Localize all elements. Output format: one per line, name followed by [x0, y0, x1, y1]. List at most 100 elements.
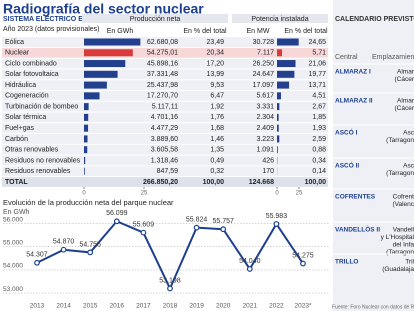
prod-pct: 0,32: [210, 168, 224, 175]
row-bg: [2, 101, 328, 112]
row-name: Carbón: [5, 136, 28, 143]
pot-pct: 13,71: [308, 82, 326, 89]
point: [113, 218, 120, 225]
plant-name: COFRENTES: [335, 194, 376, 201]
pot-bar: [277, 38, 299, 46]
point: [220, 226, 227, 233]
total-cell: TOTAL: [5, 179, 28, 186]
row-bg: [2, 80, 328, 90]
pot-bar: [277, 124, 279, 132]
value-label: 55.983: [266, 213, 288, 220]
total-bg: [2, 177, 328, 187]
bar-axis-label: 0: [275, 191, 279, 197]
prod-bar: [84, 81, 107, 89]
value-label: 55.609: [133, 221, 155, 228]
row-bg: [2, 90, 328, 101]
prod-value: 37.331,48: [147, 71, 178, 78]
point: [140, 229, 147, 236]
y-tick-label: 56.000: [3, 216, 23, 223]
pot-pct: 4,51: [312, 93, 326, 100]
pot-bar: [277, 146, 278, 154]
bar-axis-label: 25: [296, 191, 303, 197]
x-tick-label: 2013: [30, 303, 45, 310]
x-tick-label: 2022: [269, 303, 284, 310]
pot-pct: 24,65: [308, 39, 326, 46]
header-bg: [82, 14, 228, 23]
x-tick-label: 2014: [56, 303, 71, 310]
x-tick-label: 2016: [110, 303, 125, 310]
pot-pct: 0,88: [312, 147, 326, 154]
row-bg: [2, 123, 328, 134]
pot-pct: 2,67: [312, 103, 326, 110]
prod-bar: [84, 113, 89, 121]
plant-location: Almar: [397, 98, 414, 105]
row-name: Turbinación de bombeo: [5, 103, 78, 110]
prod-bar: [84, 49, 133, 57]
row-name: Otras renovables: [5, 147, 59, 154]
prod-bar: [84, 70, 118, 78]
pot-value: 2.409: [256, 125, 274, 132]
plant-location: (Cácer: [394, 76, 414, 83]
plants-panel: [333, 0, 414, 311]
prod-value: 3.605,58: [151, 147, 178, 154]
prod-value: 4.477,29: [151, 125, 178, 132]
pot-value: 1.091: [256, 147, 274, 154]
pot-bar: [277, 60, 296, 68]
column-header: Producción neta: [130, 16, 181, 23]
prod-pct: 1,46: [210, 136, 224, 143]
point: [300, 260, 306, 267]
x-tick-label: 2021: [243, 303, 258, 310]
panel-header: Emplazamien: [372, 54, 414, 61]
row-name: Residuos renovables: [5, 168, 71, 175]
row-bg: [2, 144, 328, 155]
pot-pct: 1,93: [312, 125, 326, 132]
pot-value: 24.647: [253, 71, 275, 78]
prod-pct: 23,49: [206, 39, 224, 46]
bar-axis-label: 25: [141, 191, 148, 197]
pot-value: 3.331: [256, 103, 274, 110]
pot-pct: 0,14: [312, 168, 326, 175]
pot-value: 30.728: [253, 39, 275, 46]
pot-pct: 21,06: [308, 60, 326, 67]
total-cell: 266.850,20: [143, 179, 178, 186]
y-tick-label: 54.000: [3, 263, 23, 270]
value-label: 54.275: [292, 252, 314, 259]
row-name: Solar térmica: [5, 114, 46, 121]
pot-bar: [277, 81, 290, 89]
x-tick-label: 2018: [163, 303, 178, 310]
value-label: 56.099: [106, 210, 128, 217]
pot-pct: 1,85: [312, 114, 326, 121]
point: [193, 224, 200, 231]
value-label: 54.307: [26, 252, 48, 259]
pot-value: 5.617: [256, 93, 274, 100]
row-name: Cogeneración: [5, 93, 49, 100]
x-tick-label: 2023*: [295, 303, 312, 310]
prod-pct: 17,20: [206, 60, 224, 67]
row-bg: [2, 134, 328, 144]
prod-value: 25.437,98: [147, 82, 178, 89]
prod-pct: 0,49: [210, 157, 224, 164]
pot-value: 170: [262, 168, 274, 175]
pot-bar: [277, 113, 279, 121]
column-header: Potencia instalada: [251, 16, 308, 23]
value-label: 55.757: [212, 218, 234, 225]
prod-value: 17.270,70: [147, 93, 178, 100]
point: [246, 266, 253, 272]
row-name: Nuclear: [5, 50, 30, 57]
panel-title: CALENDARIO PREVISTO D: [335, 16, 414, 23]
plant-location: Cofrent: [393, 194, 414, 201]
plant-location: y L'Hospital: [381, 234, 414, 241]
total-cell: 124.668: [249, 179, 274, 186]
pot-value: 26.250: [253, 60, 275, 67]
plant-location: Vandell: [393, 227, 414, 234]
point: [273, 221, 280, 227]
pot-pct: 5,71: [312, 50, 326, 57]
prod-bar: [84, 146, 88, 154]
plant-name: ASCÓ II: [335, 161, 359, 170]
plant-location: Almar: [397, 69, 414, 76]
prod-pct: 6,47: [210, 93, 224, 100]
prod-value: 62.680,08: [147, 39, 178, 46]
column-unit: En GWh: [107, 28, 134, 35]
panel-header: Central: [335, 54, 358, 61]
